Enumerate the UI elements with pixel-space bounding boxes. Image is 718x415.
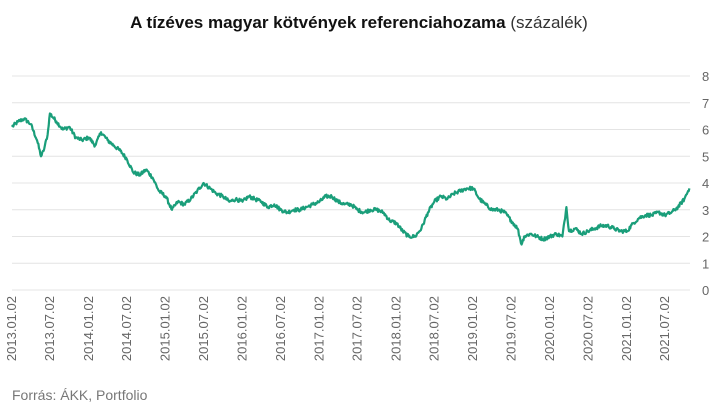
- x-tick-label: 2016.07.02: [273, 296, 288, 361]
- chart-title: A tízéves magyar kötvények referenciahoz…: [0, 13, 718, 33]
- y-tick-label: 4: [702, 176, 709, 191]
- x-tick-label: 2018.07.02: [426, 296, 441, 361]
- source-note: Forrás: ÁKK, Portfolio: [12, 387, 148, 403]
- x-tick-label: 2018.01.02: [388, 296, 403, 361]
- x-tick-label: 2021.01.02: [619, 296, 634, 361]
- chart-title-main: A tízéves magyar kötvények referenciahoz…: [130, 13, 506, 32]
- yield-series-line: [11, 112, 691, 246]
- y-axis-ticks: 0 1 2 3 4 5 6 7 8: [702, 69, 709, 298]
- x-tick-label: 2015.01.02: [158, 296, 173, 361]
- x-tick-label: 2014.01.02: [81, 296, 96, 361]
- x-tick-label: 2017.01.02: [312, 296, 327, 361]
- y-tick-label: 7: [702, 96, 709, 111]
- series-group: [11, 112, 691, 246]
- x-tick-label: 2016.01.02: [234, 296, 249, 361]
- x-tick-label: 2019.01.02: [465, 296, 480, 361]
- x-tick-label: 2013.01.02: [4, 296, 19, 361]
- y-tick-label: 8: [702, 69, 709, 84]
- x-tick-label: 2015.07.02: [196, 296, 211, 361]
- y-tick-label: 3: [702, 203, 709, 218]
- x-tick-label: 2014.07.02: [119, 296, 134, 361]
- x-tick-label: 2019.07.02: [503, 296, 518, 361]
- grid-lines: [12, 75, 690, 291]
- y-tick-label: 1: [702, 256, 709, 271]
- y-tick-label: 6: [702, 123, 709, 138]
- y-tick-label: 5: [702, 149, 709, 164]
- x-tick-label: 2020.07.02: [580, 296, 595, 361]
- x-axis-ticks: 2013.01.02 2013.07.02 2014.01.02 2014.07.02…: [4, 296, 672, 361]
- x-tick-label: 2021.07.02: [657, 296, 672, 361]
- chart-title-unit: (százalék): [510, 13, 588, 32]
- y-tick-label: 2: [702, 230, 709, 245]
- x-tick-label: 2020.01.02: [542, 296, 557, 361]
- y-tick-label: 0: [702, 283, 709, 298]
- x-tick-label: 2017.07.02: [350, 296, 365, 361]
- x-tick-label: 2013.07.02: [42, 296, 57, 361]
